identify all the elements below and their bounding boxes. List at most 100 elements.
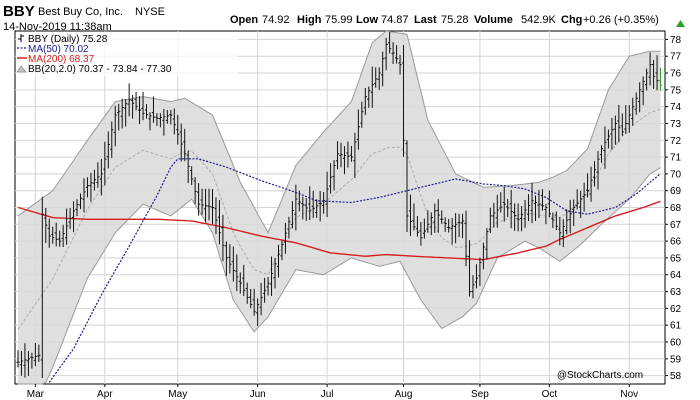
price-bar bbox=[283, 222, 288, 254]
price-bar bbox=[113, 105, 117, 147]
price-bar bbox=[75, 199, 79, 217]
price-bar bbox=[492, 202, 496, 228]
price-bar bbox=[436, 199, 440, 233]
price-bar bbox=[176, 114, 180, 145]
price-bar bbox=[356, 109, 360, 150]
price-bar bbox=[658, 67, 663, 91]
price-bar bbox=[127, 83, 131, 117]
price-bar bbox=[82, 178, 86, 213]
price-bar bbox=[537, 189, 541, 219]
price-bar bbox=[23, 343, 27, 378]
price-bar bbox=[457, 213, 461, 238]
price-bar bbox=[631, 97, 635, 126]
price-bar bbox=[89, 172, 93, 202]
y-tick-label: 75 bbox=[670, 85, 682, 96]
price-bar bbox=[655, 55, 659, 91]
price-bar bbox=[530, 182, 534, 224]
y-tick-label: 65 bbox=[670, 253, 682, 264]
price-bar bbox=[256, 298, 260, 327]
chg-value: +0.26 (+0.35%) bbox=[583, 14, 659, 26]
price-bar bbox=[179, 123, 183, 162]
price-bar bbox=[561, 219, 565, 248]
volume-value: 542.9K bbox=[521, 14, 557, 26]
watermark: @StockCharts.com bbox=[557, 370, 643, 381]
price-bar bbox=[495, 194, 499, 228]
volume-label: Volume bbox=[474, 14, 513, 26]
x-tick-label: Jun bbox=[250, 389, 266, 400]
price-bar bbox=[322, 192, 326, 214]
price-bar bbox=[516, 203, 520, 232]
price-bar bbox=[353, 132, 357, 179]
price-bar bbox=[217, 200, 222, 245]
price-bar bbox=[155, 113, 159, 127]
price-bar bbox=[151, 96, 156, 123]
price-bar bbox=[61, 224, 65, 248]
price-bar bbox=[572, 199, 576, 226]
price-bar bbox=[599, 145, 604, 163]
y-axis: 58 59 60 61 62 63 64 65 66 67 68 69 70 71 72 73 74 75 76 77… bbox=[665, 35, 682, 382]
price-bar bbox=[33, 343, 37, 367]
price-bar bbox=[499, 192, 503, 213]
price-bar bbox=[533, 195, 538, 222]
price-bar bbox=[634, 92, 638, 115]
price-bar bbox=[242, 264, 246, 296]
price-bar bbox=[328, 163, 333, 194]
low-value: 74.87 bbox=[381, 14, 409, 26]
price-bar bbox=[585, 173, 590, 198]
price-bar bbox=[565, 209, 569, 235]
price-bar bbox=[266, 277, 270, 296]
high-value: 75.99 bbox=[325, 14, 353, 26]
y-tick-label: 73 bbox=[670, 119, 682, 130]
price-bar bbox=[252, 288, 256, 316]
price-bar bbox=[454, 213, 458, 244]
price-bar bbox=[117, 103, 121, 131]
price-bar bbox=[467, 240, 472, 297]
price-bar bbox=[606, 129, 611, 149]
price-bar bbox=[37, 344, 41, 362]
price-bar bbox=[481, 242, 485, 270]
price-bar bbox=[412, 203, 416, 231]
y-tick-label: 62 bbox=[670, 304, 682, 315]
price-bar bbox=[440, 210, 444, 224]
price-bar bbox=[488, 207, 492, 233]
price-bar bbox=[502, 186, 506, 222]
price-bar bbox=[294, 184, 298, 231]
x-axis: Mar Apr May Jun Jul Aug Sep Oct Nov bbox=[27, 384, 638, 400]
price-bar bbox=[124, 98, 128, 127]
chart-legend: BBY (Daily) 75.28 MA(50) 70.02 MA(200) 6… bbox=[16, 32, 238, 76]
price-bar bbox=[103, 141, 107, 186]
price-bar bbox=[433, 203, 437, 233]
price-bar bbox=[460, 213, 465, 239]
y-tick-label: 72 bbox=[670, 136, 682, 147]
price-bar bbox=[280, 240, 284, 261]
price-bar bbox=[474, 264, 479, 289]
y-tick-label: 71 bbox=[670, 153, 682, 164]
bollinger-bands bbox=[17, 30, 661, 385]
price-bar bbox=[54, 222, 58, 247]
price-bar bbox=[221, 214, 225, 262]
price-bar bbox=[172, 108, 176, 135]
price-bar bbox=[190, 166, 194, 186]
price-bar bbox=[349, 145, 354, 162]
price-bar bbox=[315, 199, 319, 218]
y-tick-label: 74 bbox=[670, 102, 682, 113]
price-bar bbox=[342, 146, 347, 175]
exchange-name: NYSE bbox=[135, 6, 165, 18]
price-bar bbox=[193, 177, 197, 204]
price-bar bbox=[547, 190, 551, 218]
price-bar bbox=[464, 210, 468, 267]
moving-average-lines bbox=[17, 158, 661, 383]
price-bar bbox=[523, 199, 527, 228]
price-bar bbox=[526, 194, 531, 222]
chg-label: Chg bbox=[561, 14, 582, 26]
bb-upper-line bbox=[17, 30, 661, 234]
price-bar bbox=[287, 216, 291, 239]
y-tick-label: 67 bbox=[670, 220, 682, 231]
y-tick-label: 60 bbox=[670, 337, 682, 348]
price-bar bbox=[203, 188, 208, 223]
price-bar bbox=[308, 186, 312, 221]
ticker-symbol: BBY bbox=[3, 3, 35, 20]
y-tick-label: 64 bbox=[670, 270, 682, 281]
ma50-line bbox=[48, 158, 661, 383]
price-bar bbox=[273, 257, 277, 289]
